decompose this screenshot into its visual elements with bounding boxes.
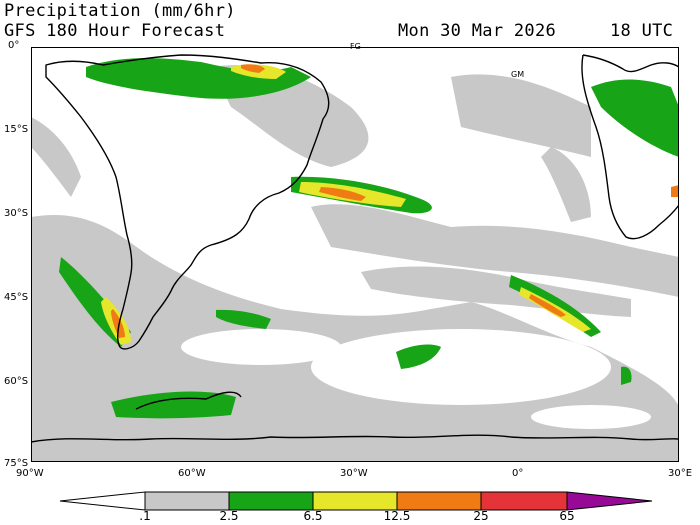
precip-gaps	[181, 329, 651, 429]
colorbar-segment-0	[59, 491, 146, 511]
lon-label-0: 0°	[512, 468, 524, 479]
colorbar-tick-3: 12.5	[383, 509, 411, 523]
place-label-fg: FG	[350, 42, 361, 51]
colorbar-tick-5: 65	[559, 509, 575, 523]
colorbar-segment-5	[480, 491, 568, 511]
place-label-gm: GM	[511, 70, 525, 79]
colorbar-segment-4	[396, 491, 482, 511]
lon-label-60w: 60°W	[178, 468, 206, 479]
map-frame	[31, 47, 679, 462]
lat-label-60s: 60°S	[4, 376, 29, 387]
lat-label-0: 0°	[8, 40, 20, 51]
map-title: Precipitation (mm/6hr)	[4, 1, 236, 21]
precip-colorbar	[59, 491, 653, 511]
lat-label-30s: 30°S	[4, 208, 29, 219]
precip-intense-areas	[111, 64, 679, 338]
coastlines	[31, 54, 679, 443]
lat-label-45s: 45°S	[4, 292, 29, 303]
colorbar-tick-0: .1	[139, 509, 151, 523]
colorbar-segment-6	[566, 491, 653, 511]
lat-label-75s: 75°S	[4, 458, 29, 469]
valid-time: 18 UTC	[610, 21, 674, 41]
lon-label-30w: 30°W	[340, 468, 368, 479]
lat-label-15s: 15°S	[4, 124, 29, 135]
colorbar-segment-1	[144, 491, 230, 511]
colorbar-segment-2	[228, 491, 314, 511]
colorbar-segment-3	[312, 491, 398, 511]
lon-label-90w: 90°W	[16, 468, 44, 479]
precipitation-map	[31, 47, 679, 462]
colorbar-tick-4: 25	[473, 509, 489, 523]
valid-date: Mon 30 Mar 2026	[398, 21, 557, 41]
colorbar-tick-1: 2.5	[219, 509, 239, 523]
lon-label-30e: 30°E	[668, 468, 693, 479]
forecast-subtitle: GFS 180 Hour Forecast	[4, 21, 226, 41]
colorbar-tick-2: 6.5	[303, 509, 323, 523]
